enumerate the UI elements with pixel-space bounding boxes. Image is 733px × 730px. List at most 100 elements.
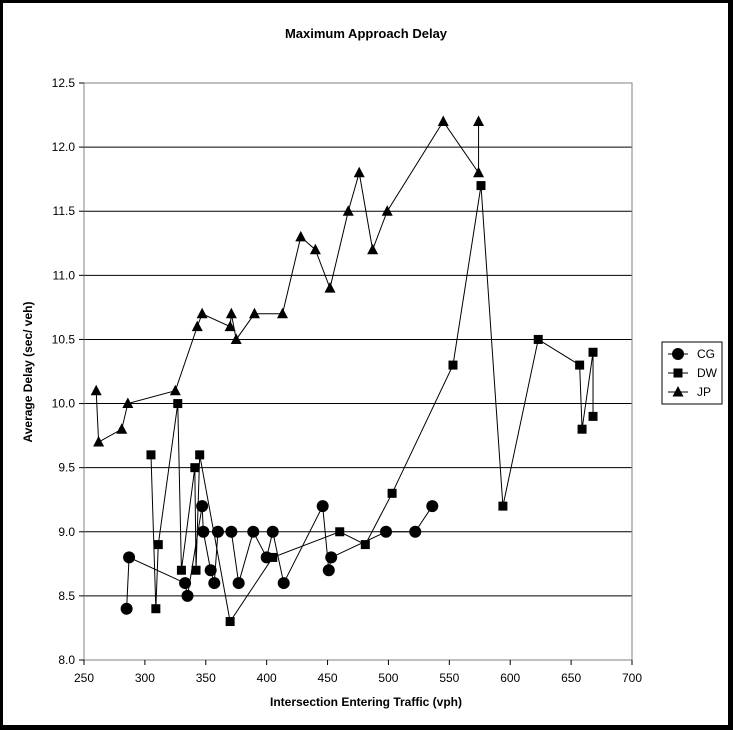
x-tick-label: 550 — [439, 671, 459, 685]
data-point-cg — [123, 551, 136, 564]
data-point-jp — [93, 436, 105, 447]
legend-marker-cg — [672, 348, 684, 360]
y-tick-label: 10.5 — [52, 332, 76, 346]
data-point-dw — [151, 604, 161, 614]
data-point-cg — [316, 500, 329, 513]
legend-item-dw: DW — [668, 366, 718, 380]
data-point-cg — [120, 602, 133, 615]
x-tick-label: 700 — [622, 671, 642, 685]
x-tick-label: 650 — [561, 671, 581, 685]
data-point-cg — [196, 500, 209, 513]
data-point-jp — [90, 384, 102, 396]
data-point-dw — [498, 501, 508, 511]
data-point-jp — [295, 230, 307, 242]
data-point-cg — [181, 589, 194, 602]
data-point-jp — [224, 320, 236, 332]
x-tick-label: 250 — [74, 671, 94, 685]
legend-marker-jp — [672, 386, 684, 397]
data-point-jp — [248, 307, 260, 319]
legend-item-jp: JP — [668, 385, 711, 399]
data-point-cg — [211, 525, 224, 538]
data-point-jp — [191, 320, 203, 332]
data-point-cg — [380, 525, 393, 538]
legend-label-cg: CG — [697, 347, 715, 361]
series-jp-line — [95, 120, 480, 443]
series-cg — [120, 500, 439, 615]
y-tick-label: 10.0 — [52, 397, 76, 411]
x-tick-label: 500 — [378, 671, 398, 685]
y-tick-label: 12.0 — [52, 140, 76, 154]
data-point-dw — [588, 347, 598, 357]
data-point-dw — [146, 450, 156, 460]
data-point-jp — [353, 166, 365, 178]
data-point-cg — [232, 577, 245, 590]
data-point-cg — [426, 500, 439, 513]
data-point-dw — [173, 399, 183, 409]
y-tick-label: 8.0 — [58, 653, 75, 667]
data-point-cg — [409, 525, 422, 538]
data-point-cg — [247, 525, 260, 538]
x-axis-ticks: 250 300 350 400 450 500 550 600 650 700 — [74, 660, 642, 685]
data-point-jp — [309, 243, 321, 255]
data-point-jp — [342, 205, 354, 216]
legend-label-dw: DW — [697, 366, 718, 380]
y-tick-label: 11.5 — [53, 204, 76, 218]
y-tick-label: 9.5 — [58, 461, 75, 475]
chart-title: Maximum Approach Delay — [285, 26, 448, 41]
data-point-cg — [197, 525, 210, 538]
data-point-cg — [325, 551, 338, 564]
y-tick-label: 12.5 — [52, 76, 76, 90]
data-point-jp — [169, 384, 181, 396]
data-point-dw — [588, 411, 598, 421]
series-dw — [146, 181, 598, 627]
plot-area — [83, 82, 633, 661]
data-point-jp — [122, 397, 134, 409]
data-point-dw — [360, 540, 370, 550]
x-tick-label: 350 — [196, 671, 216, 685]
data-point-dw — [190, 463, 200, 473]
x-tick-label: 400 — [257, 671, 277, 685]
data-point-jp — [473, 115, 485, 126]
series-jp — [90, 115, 485, 447]
data-point-jp — [381, 205, 393, 216]
data-point-dw — [575, 360, 585, 370]
data-point-jp — [473, 166, 485, 178]
data-point-cg — [266, 525, 279, 538]
legend-marker-dw — [673, 368, 683, 378]
data-point-dw — [153, 540, 163, 550]
x-tick-label: 600 — [500, 671, 520, 685]
data-point-jp — [196, 307, 208, 319]
data-point-dw — [533, 334, 543, 344]
data-point-cg — [179, 577, 192, 590]
legend-item-cg: CG — [668, 347, 715, 361]
data-point-cg — [204, 564, 217, 577]
data-point-cg — [322, 564, 335, 577]
data-point-dw — [335, 527, 345, 537]
data-point-dw — [225, 617, 235, 627]
y-tick-label: 9.0 — [58, 525, 75, 539]
legend-label-jp: JP — [697, 385, 711, 399]
data-point-dw — [448, 360, 458, 370]
y-tick-label: 11.0 — [53, 268, 76, 282]
data-point-jp — [437, 115, 449, 126]
y-axis-label: Average Delay (sec/ veh) — [21, 302, 35, 443]
data-point-cg — [277, 577, 290, 590]
data-point-jp — [324, 282, 336, 293]
data-point-jp — [230, 333, 242, 344]
data-point-dw — [387, 488, 397, 498]
x-tick-label: 300 — [135, 671, 155, 685]
data-point-dw — [191, 565, 201, 575]
data-point-cg — [225, 525, 238, 538]
data-point-jp — [116, 423, 128, 434]
y-tick-label: 8.5 — [58, 589, 75, 603]
x-axis-label: Intersection Entering Traffic (vph) — [270, 695, 462, 709]
y-axis-ticks: 8.0 8.5 9.0 9.5 10.0 10.5 11.0 11.5 12.0 12.5 — [52, 76, 84, 667]
legend: CG DW JP — [661, 341, 723, 405]
data-point-dw — [176, 565, 186, 575]
series-cg-line — [126, 504, 433, 609]
data-point-dw — [195, 450, 205, 460]
data-point-cg — [208, 577, 221, 590]
data-point-jp — [367, 243, 379, 255]
data-point-jp — [225, 307, 237, 319]
